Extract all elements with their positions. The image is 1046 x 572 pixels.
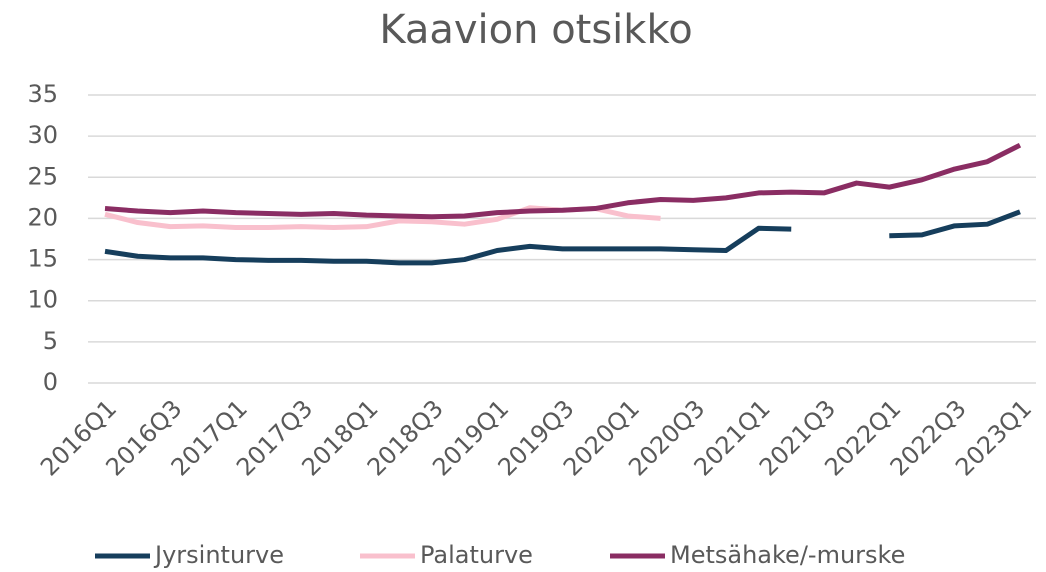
y-tick-label: 20 xyxy=(27,203,58,231)
legend-label: Palaturve xyxy=(420,541,533,569)
y-tick-label: 25 xyxy=(27,162,58,190)
y-tick-label: 5 xyxy=(43,327,58,355)
chart-title: Kaavion otsikko xyxy=(379,7,692,53)
y-tick-label: 35 xyxy=(27,80,58,108)
line xyxy=(104,142,1022,220)
y-tick-label: 0 xyxy=(43,368,58,396)
line xyxy=(104,209,1021,266)
legend-label: Metsähake/-murske xyxy=(670,541,905,569)
y-tick-label: 30 xyxy=(27,121,58,149)
y-tick-label: 15 xyxy=(27,245,58,273)
legend-label: Jyrsinturve xyxy=(153,541,284,569)
y-tick-label: 10 xyxy=(27,286,58,314)
